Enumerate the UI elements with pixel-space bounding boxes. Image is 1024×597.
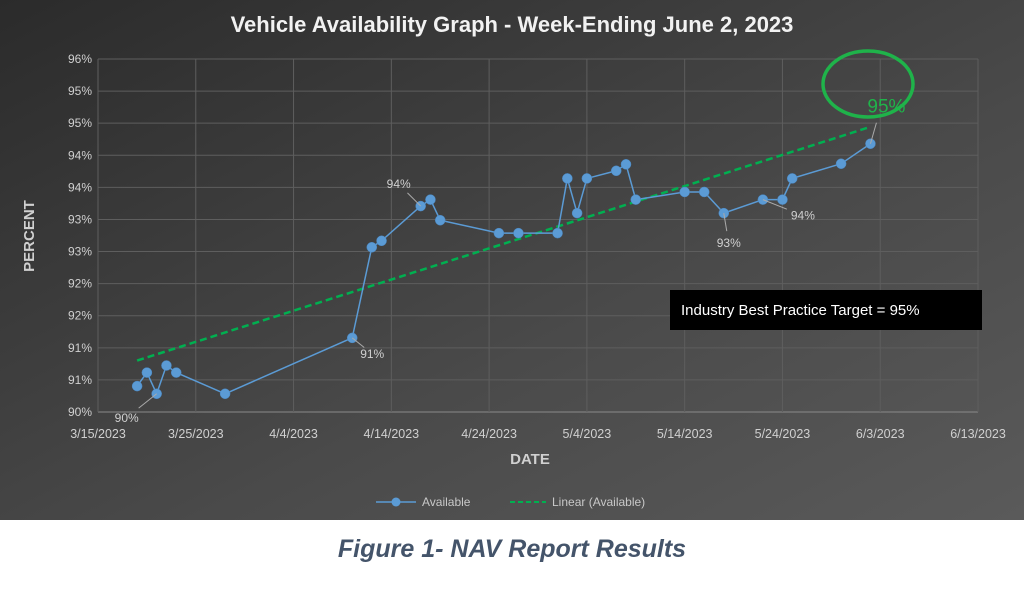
legend-linear: Linear (Available) — [552, 495, 645, 509]
chart-title: Vehicle Availability Graph - Week-Ending… — [231, 12, 794, 37]
x-tick-label: 4/4/2023 — [269, 427, 318, 441]
data-point — [786, 173, 798, 184]
y-tick-label: 91% — [68, 373, 92, 387]
chart-background — [0, 0, 1024, 520]
data-point — [581, 173, 593, 184]
figure-caption: Figure 1- NAV Report Results — [337, 535, 687, 563]
data-point — [513, 227, 524, 239]
data-point — [219, 388, 231, 400]
data-point — [835, 158, 847, 169]
y-tick-label: 92% — [68, 277, 92, 291]
x-tick-label: 3/15/2023 — [70, 427, 126, 441]
x-tick-label: 5/24/2023 — [755, 427, 811, 441]
y-tick-label: 92% — [68, 309, 92, 323]
x-tick-label: 5/4/2023 — [563, 427, 612, 441]
label-leader — [723, 213, 728, 232]
annotation-box — [670, 290, 982, 330]
legend-marker-available — [391, 497, 401, 507]
data-point — [141, 367, 153, 378]
data-point — [679, 186, 690, 198]
data-point — [131, 380, 143, 392]
data-point — [552, 227, 563, 239]
data-point — [161, 360, 172, 371]
data-label: 93% — [717, 236, 741, 250]
y-tick-label: 94% — [68, 148, 92, 162]
legend-available: Available — [422, 495, 471, 509]
label-leader — [351, 337, 365, 348]
legend: Available Linear (Available) — [376, 495, 645, 509]
y-tick-label: 96% — [68, 52, 92, 66]
data-label: 91% — [360, 347, 384, 361]
data-point — [493, 227, 505, 239]
data-label: 94% — [791, 209, 815, 223]
data-point — [630, 194, 642, 205]
label-leader — [869, 122, 877, 144]
label-leader — [762, 199, 788, 210]
x-tick-label: 6/3/2023 — [856, 427, 905, 441]
label-leader — [407, 192, 422, 207]
data-point — [366, 242, 378, 253]
label-leader — [138, 393, 157, 409]
x-tick-label: 4/24/2023 — [461, 427, 517, 441]
data-point — [610, 165, 622, 177]
y-tick-label: 94% — [68, 180, 92, 194]
data-point — [562, 173, 573, 184]
data-label: 90% — [115, 411, 139, 425]
x-axis-label: DATE — [510, 451, 550, 468]
data-point — [434, 214, 446, 226]
data-point — [571, 207, 583, 219]
data-point — [170, 367, 182, 378]
data-point — [620, 159, 632, 170]
x-tick-label: 6/13/2023 — [950, 427, 1006, 441]
data-label: 94% — [387, 177, 411, 191]
x-tick-label: 4/14/2023 — [364, 427, 420, 441]
x-tick-label: 5/14/2023 — [657, 427, 713, 441]
y-tick-label: 95% — [68, 116, 92, 130]
data-point — [376, 235, 387, 247]
data-point — [698, 186, 710, 198]
y-tick-label: 91% — [68, 341, 92, 355]
y-axis-label: PERCENT — [21, 200, 38, 272]
annotation-text: Industry Best Practice Target = 95% — [681, 302, 920, 319]
y-tick-label: 93% — [68, 245, 92, 259]
data-label: 95% — [867, 97, 905, 118]
highlight-circle — [821, 49, 915, 119]
y-tick-label: 95% — [68, 84, 92, 98]
x-tick-label: 3/25/2023 — [168, 427, 224, 441]
chart: Vehicle Availability Graph - Week-Ending… — [0, 0, 1024, 520]
data-point — [425, 194, 436, 205]
data-point — [777, 194, 788, 205]
y-tick-label: 90% — [68, 405, 92, 419]
y-tick-label: 93% — [68, 212, 92, 226]
trendline — [136, 125, 871, 362]
